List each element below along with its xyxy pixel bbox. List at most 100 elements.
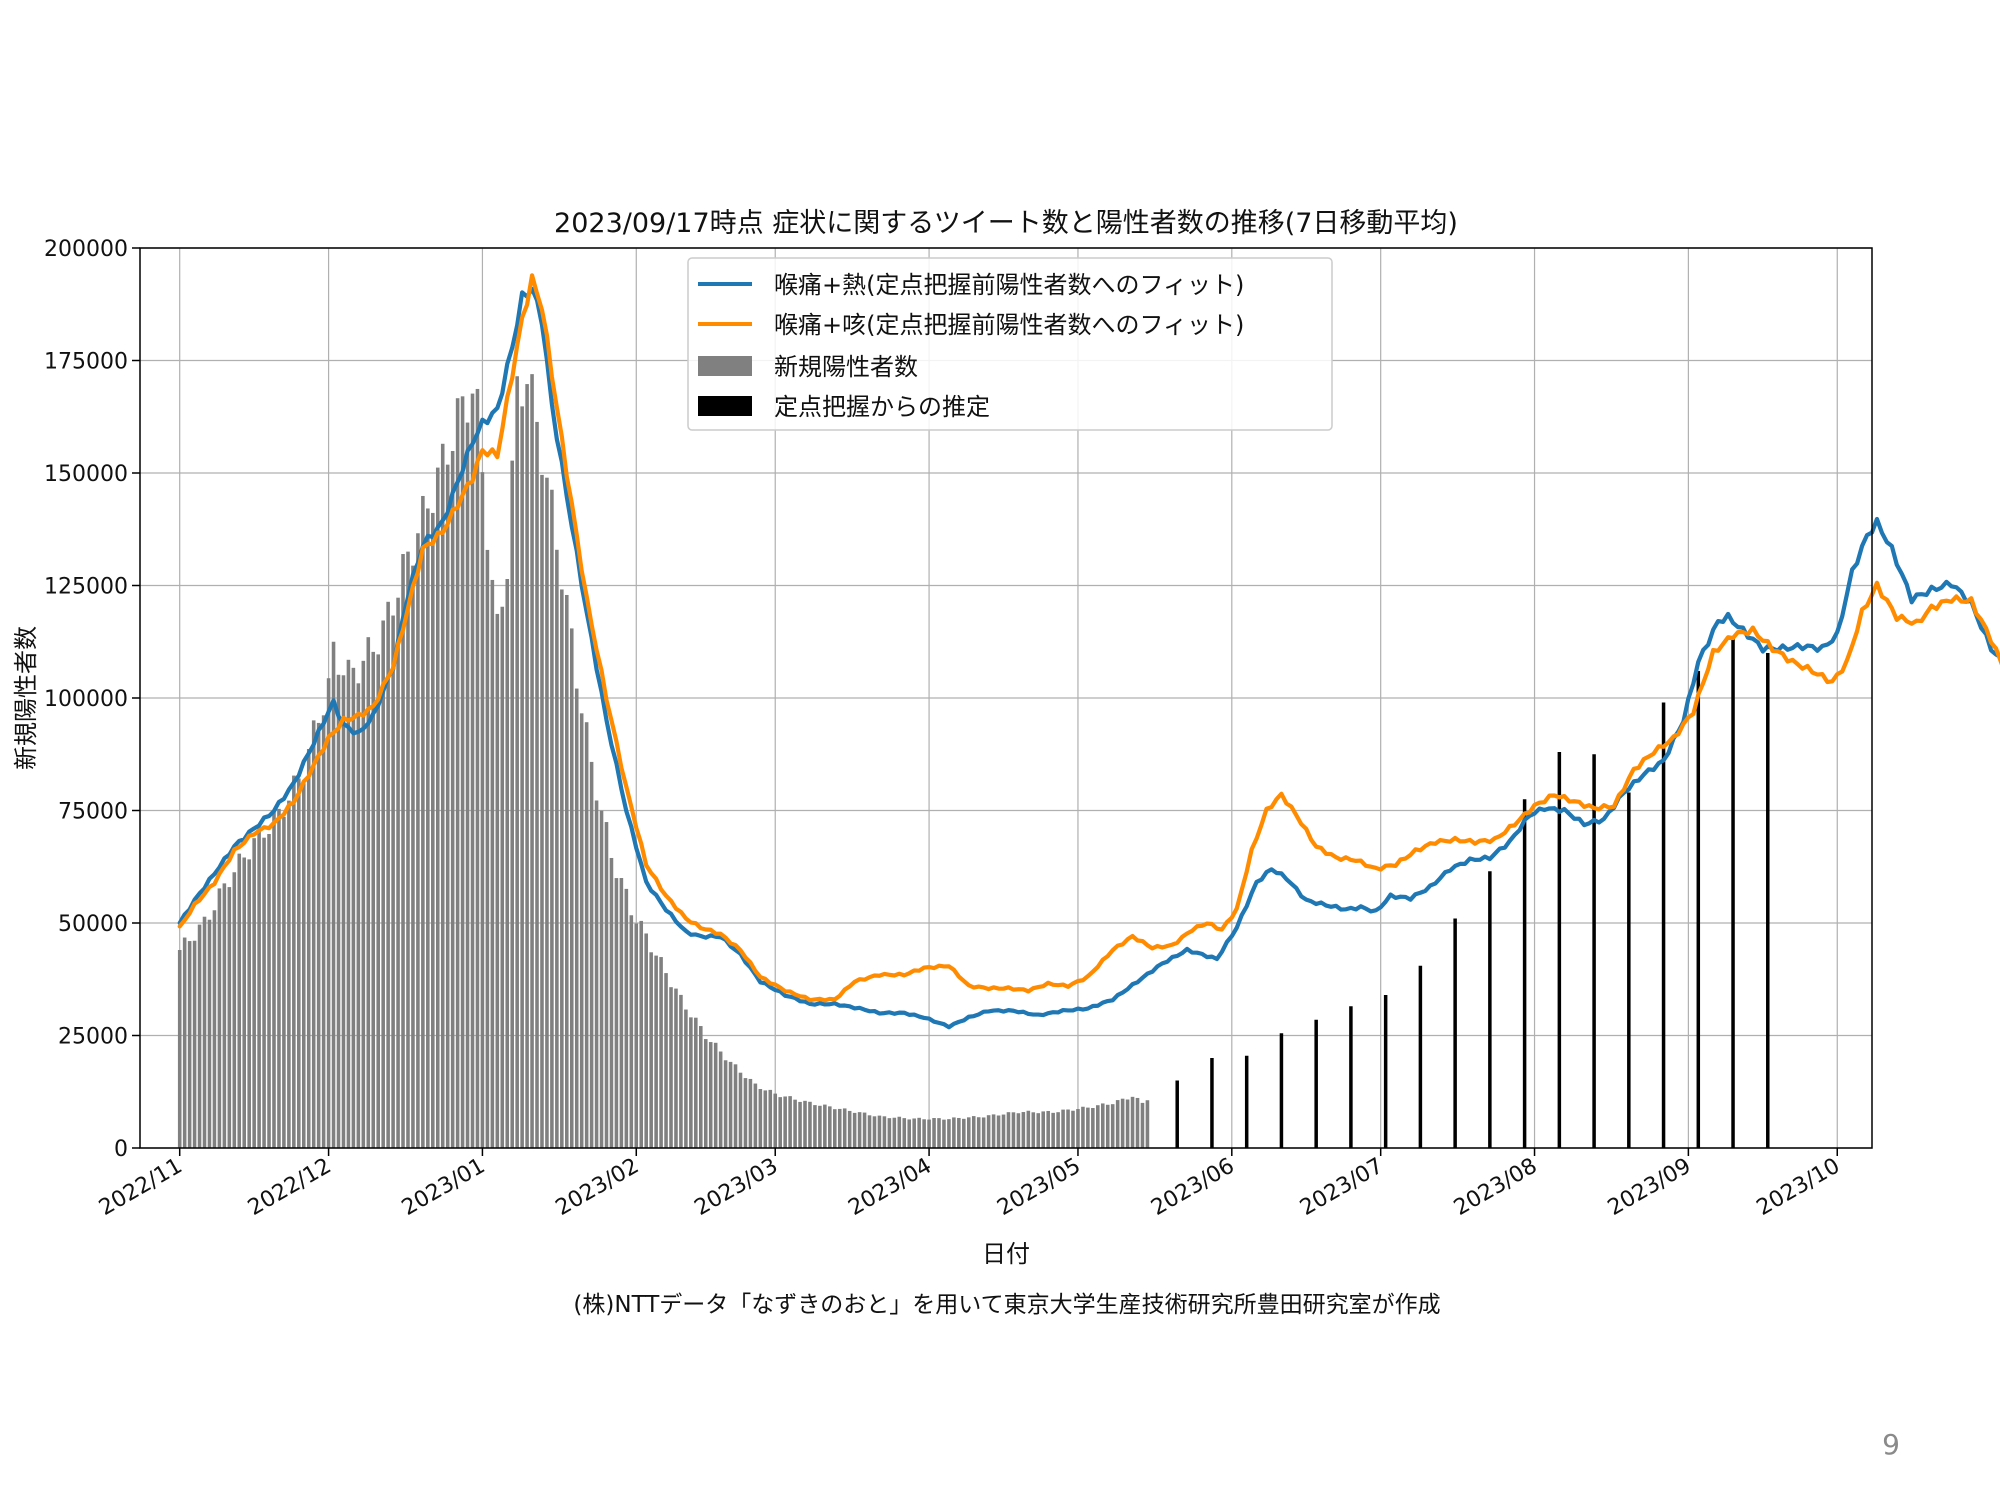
chart-caption: (株)NTTデータ「なずきのおと」を用いて東京大学生産技術研究所豊田研究室が作成: [573, 1292, 1440, 1318]
chart-title: 2023/09/17時点 症状に関するツイート数と陽性者数の推移(7日移動平均): [554, 208, 1458, 239]
daily-positive-bar: [1115, 1100, 1120, 1148]
daily-positive-bar: [272, 811, 276, 1148]
x-tick-label: 2023/04: [844, 1154, 936, 1221]
daily-positive-bar: [842, 1108, 847, 1148]
daily-positive-bar: [813, 1105, 817, 1148]
daily-positive-bar: [594, 800, 599, 1148]
y-tick-label: 25000: [58, 1025, 128, 1050]
daily-positive-bar: [892, 1117, 897, 1148]
daily-positive-bar: [346, 659, 351, 1148]
daily-positive-bar: [589, 761, 594, 1148]
daily-positive-bar: [431, 512, 435, 1148]
daily-positive-bar: [902, 1118, 907, 1148]
x-tick-label: 2022/12: [244, 1154, 336, 1221]
legend-label-daily: 新規陽性者数: [774, 353, 918, 381]
daily-positive-bar: [1041, 1111, 1045, 1148]
sentinel-estimate-bar: [1661, 702, 1666, 1148]
daily-positive-bar: [966, 1117, 971, 1148]
daily-positive-bar: [996, 1115, 1001, 1148]
daily-positive-bar: [882, 1116, 887, 1148]
daily-positive-bar: [237, 853, 242, 1148]
daily-positive-bar: [723, 1060, 728, 1148]
daily-positive-bar: [1145, 1100, 1150, 1148]
daily-positive-bar: [560, 589, 564, 1148]
series-lines: [177, 273, 2000, 1030]
daily-positive-bar: [1051, 1112, 1055, 1148]
daily-positive-bar: [808, 1101, 812, 1148]
y-tick-label: 0: [114, 1137, 128, 1162]
sentinel-estimate-bar: [1210, 1058, 1214, 1148]
daily-positive-bar: [574, 688, 579, 1148]
daily-positive-bar: [465, 422, 470, 1148]
daily-positive-bar: [694, 1017, 698, 1148]
daily-positive-bar: [1096, 1105, 1100, 1148]
sentinel-estimate-bar: [1453, 918, 1457, 1148]
daily-positive-bar: [818, 1105, 822, 1148]
daily-positive-bar: [1021, 1112, 1026, 1148]
daily-positive-bar: [177, 950, 182, 1148]
x-tick-label: 2023/03: [691, 1154, 783, 1221]
daily-positive-bar: [1076, 1109, 1080, 1148]
daily-positive-bar: [728, 1061, 733, 1148]
daily-positive-bar: [907, 1119, 912, 1148]
daily-positive-bar: [867, 1115, 872, 1148]
daily-positive-bar: [669, 987, 673, 1148]
daily-positive-bar: [1130, 1096, 1135, 1148]
daily-positive-bar: [758, 1089, 763, 1148]
daily-positive-bar: [852, 1112, 857, 1148]
daily-positive-bar: [991, 1114, 996, 1148]
daily-positive-bar: [976, 1117, 981, 1148]
daily-positive-bar: [252, 838, 256, 1148]
daily-positive-bar: [872, 1116, 877, 1148]
daily-positive-bar: [862, 1112, 867, 1148]
x-tick-label: 2023/05: [993, 1154, 1085, 1221]
daily-positive-bar: [500, 606, 505, 1148]
x-tick-label: 2023/06: [1147, 1154, 1239, 1221]
daily-positive-bar: [212, 910, 217, 1148]
daily-positive-bar: [634, 923, 639, 1148]
daily-positive-bar: [887, 1118, 892, 1148]
daily-positive-bar: [654, 955, 658, 1148]
x-axis-label: 日付: [982, 1240, 1030, 1268]
daily-positive-bar: [301, 783, 306, 1148]
daily-positive-bar: [510, 460, 514, 1148]
sentinel-estimate-bar: [1279, 1033, 1284, 1148]
daily-positive-bar: [639, 920, 644, 1148]
sentinel-estimate-bar: [1696, 671, 1701, 1148]
daily-positive-bar: [435, 467, 440, 1149]
daily-positive-bar: [411, 565, 415, 1148]
daily-positive-bar: [957, 1117, 961, 1148]
x-tick-label: 2023/08: [1450, 1154, 1542, 1221]
daily-positive-bar: [897, 1116, 902, 1148]
daily-positive-bar: [917, 1117, 921, 1148]
daily-positive-bar: [1071, 1110, 1075, 1148]
daily-positive-bar: [311, 720, 316, 1148]
daily-positive-bar: [1046, 1110, 1050, 1148]
daily-positive-bar: [1056, 1112, 1060, 1148]
daily-positive-bar: [207, 919, 212, 1148]
daily-positive-bar: [540, 474, 544, 1148]
daily-positive-bar: [857, 1112, 862, 1148]
daily-positive-bar: [401, 554, 405, 1148]
daily-positive-bar: [689, 1017, 693, 1148]
daily-positive-bar: [962, 1118, 966, 1148]
daily-positive-bar: [674, 988, 678, 1148]
daily-positive-bar: [460, 396, 465, 1149]
daily-positive-bar: [922, 1119, 926, 1148]
sentinel-estimate-bar: [1175, 1080, 1179, 1148]
daily-positive-bar: [788, 1096, 792, 1148]
legend: 喉痛+熱(定点把握前陽性者数へのフィット) 喉痛+咳(定点把握前陽性者数へのフィ…: [687, 257, 1333, 431]
sentinel-estimate-bar: [1314, 1019, 1318, 1148]
daily-positive-bar: [520, 406, 524, 1148]
daily-positive-bar: [1110, 1104, 1115, 1148]
daily-positive-bar: [525, 384, 529, 1148]
daily-positive-bar: [217, 888, 222, 1148]
y-tick-label: 50000: [58, 912, 128, 937]
sentinel-estimate-bar: [1418, 965, 1423, 1148]
daily-positive-bar: [505, 579, 510, 1148]
daily-positive-bar: [584, 722, 589, 1148]
y-axis-ticks: 0 25000 50000 75000 100000 125000 150000 175000…: [44, 237, 140, 1162]
x-axis-ticks: 2022/11 2022/12 2023/01 2023/02 2023/03 2023/…: [95, 1148, 1844, 1221]
